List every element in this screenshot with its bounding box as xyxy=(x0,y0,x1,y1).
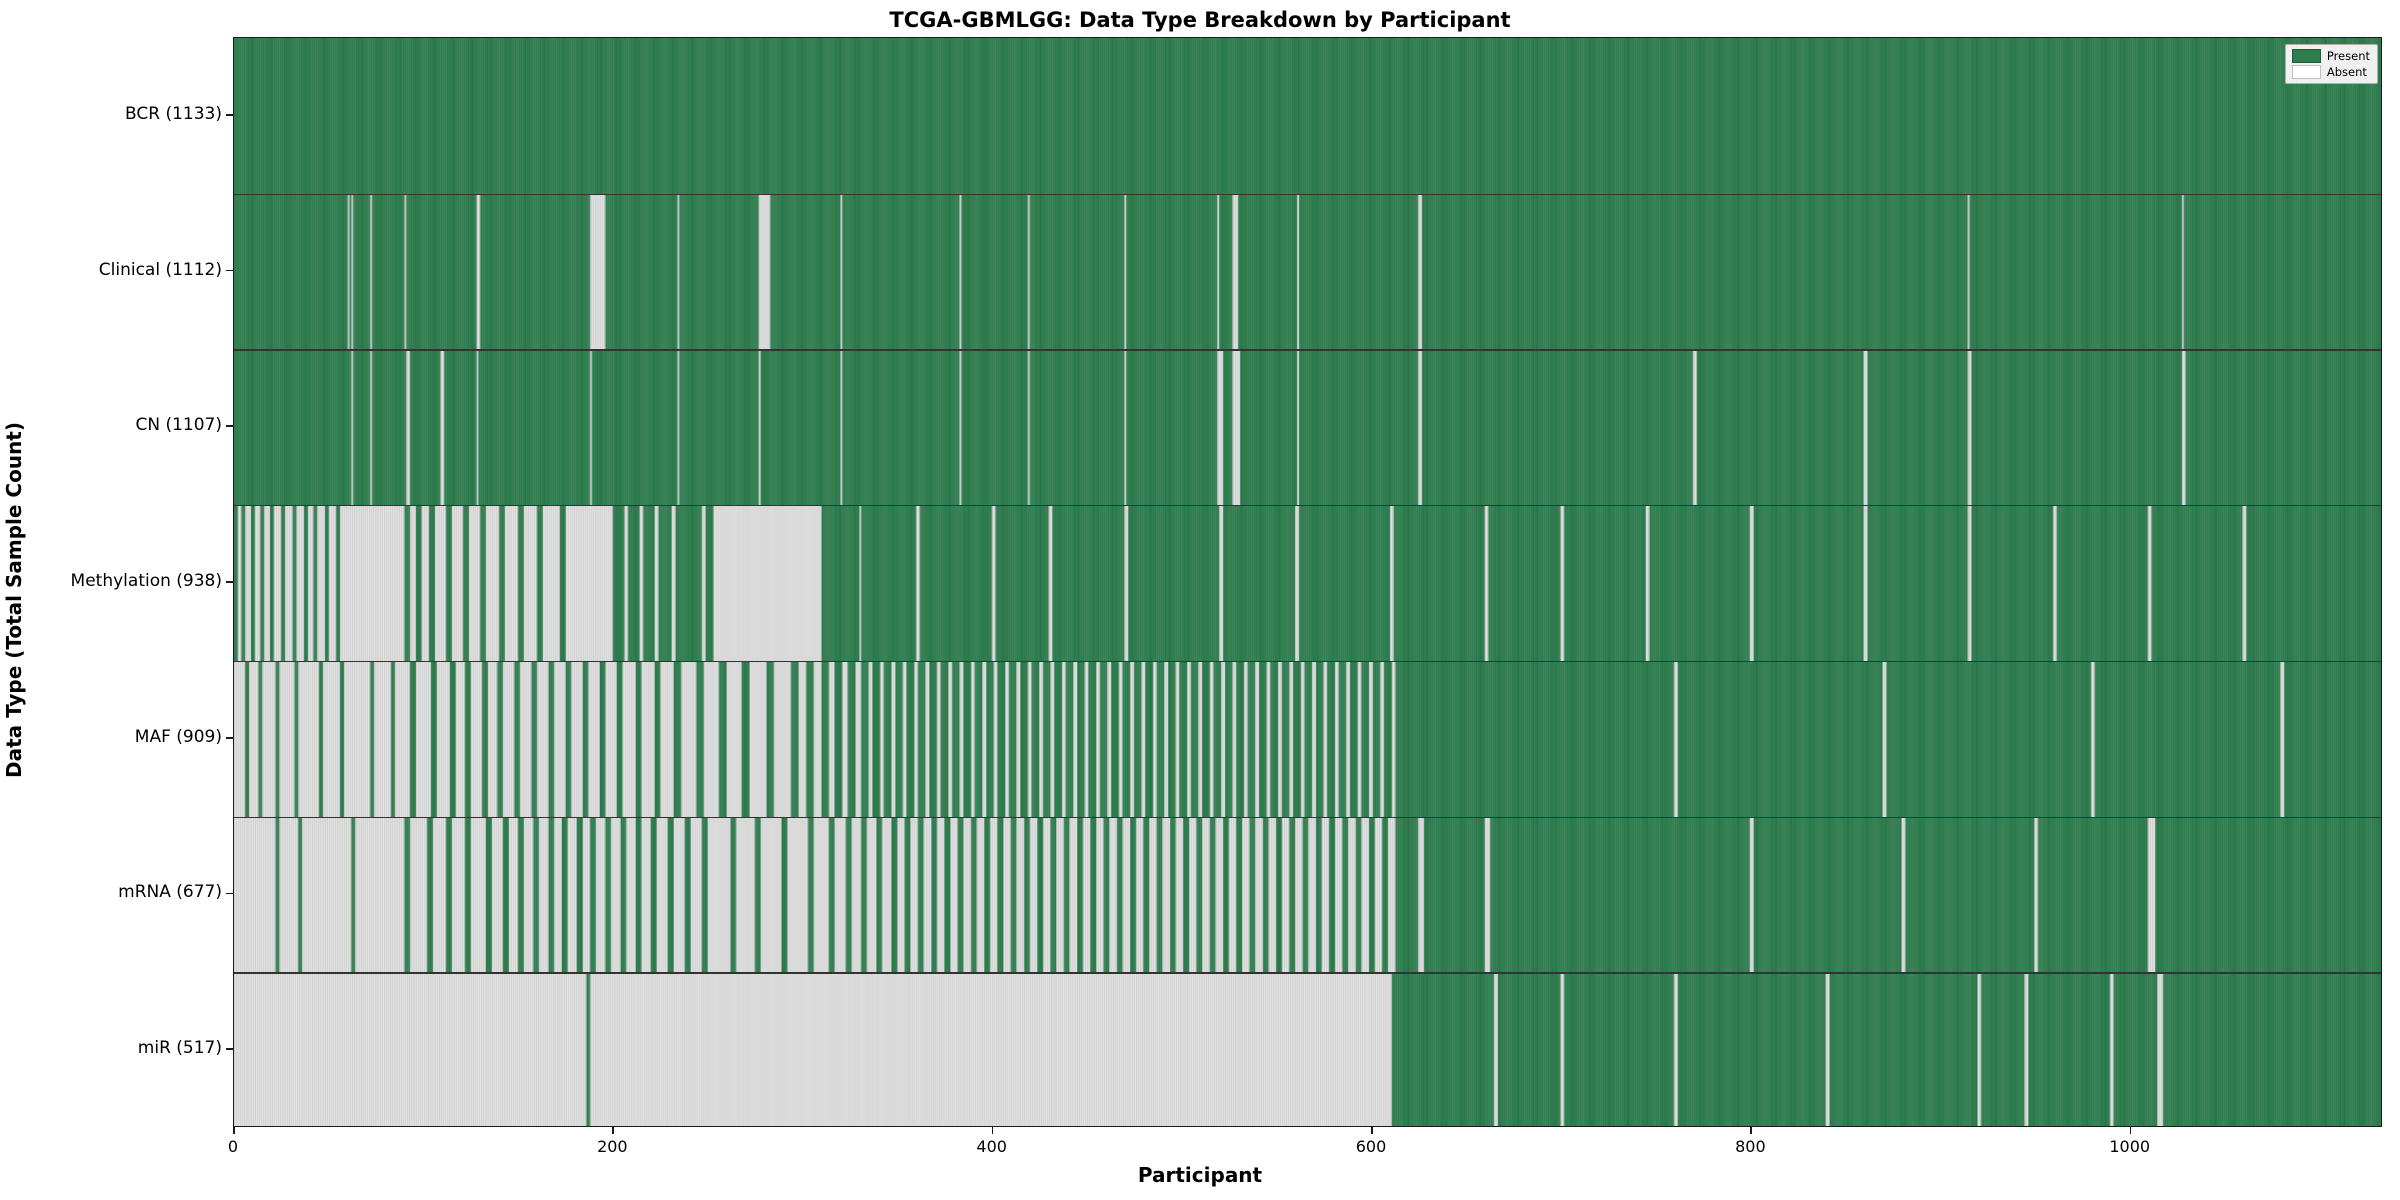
y-tick-label-clinical: Clinical (1112) xyxy=(98,259,222,280)
heatmap-row-bcr[interactable] xyxy=(234,38,2381,194)
heatmap-row-maf[interactable] xyxy=(234,660,2381,817)
heatmap-row-canvas xyxy=(234,816,2381,973)
heatmap-row-canvas xyxy=(234,349,2381,506)
legend-swatch-icon xyxy=(2291,49,2321,63)
heatmap-row-divider xyxy=(234,349,2381,351)
heatmap-row-canvas xyxy=(234,193,2381,350)
heatmap-row-canvas xyxy=(234,972,2381,1126)
x-tick-label: 600 xyxy=(1355,1137,1387,1156)
y-tick-label-mir: miR (517) xyxy=(137,1038,222,1059)
legend-item-present[interactable]: Present xyxy=(2291,49,2370,63)
heatmap-row-divider xyxy=(234,972,2381,974)
heatmap-row-cn[interactable] xyxy=(234,349,2381,506)
heatmap-row-divider xyxy=(234,660,2381,663)
heatmap-row-canvas xyxy=(234,505,2381,661)
legend-label: Present xyxy=(2326,49,2370,63)
x-tick-label: 800 xyxy=(1735,1137,1766,1156)
page-title: TCGA-GBMLGG: Data Type Breakdown by Part… xyxy=(889,8,1511,32)
y-tick-mark xyxy=(226,269,233,272)
x-tick-label: 200 xyxy=(597,1137,628,1156)
x-tick-mark xyxy=(2129,1127,2132,1134)
y-tick-mark xyxy=(226,892,233,895)
heatmap-row-divider xyxy=(234,193,2381,195)
x-tick-mark xyxy=(991,1127,994,1134)
x-tick-label: 1000 xyxy=(2109,1137,2151,1156)
y-tick-label-cn: CN (1107) xyxy=(135,415,222,436)
legend-label: Absent xyxy=(2326,65,2367,79)
y-tick-label-maf: MAF (909) xyxy=(134,726,222,747)
legend-swatch-icon xyxy=(2291,65,2321,79)
heatmap-row-clinical[interactable] xyxy=(234,193,2381,350)
y-tick-label-mrna: mRNA (677) xyxy=(118,882,222,903)
y-tick-mark xyxy=(226,736,233,739)
heatmap-row-mrna[interactable] xyxy=(234,816,2381,973)
chart-legend[interactable]: Present Absent xyxy=(2284,44,2378,84)
x-tick-mark xyxy=(1371,1127,1373,1134)
y-tick-label-methylation: Methylation (938) xyxy=(70,571,222,591)
legend-item-absent[interactable]: Absent xyxy=(2291,65,2370,79)
heatmap-row-divider xyxy=(234,505,2381,507)
y-tick-mark xyxy=(226,114,233,116)
x-tick-label: 0 xyxy=(227,1137,239,1156)
y-tick-mark xyxy=(226,425,233,428)
x-tick-mark xyxy=(1750,1127,1752,1134)
heatmap-row-methylation[interactable] xyxy=(234,505,2381,661)
x-tick-label: 400 xyxy=(976,1137,1007,1156)
y-tick-mark xyxy=(226,1048,233,1050)
heatmap-plot-area[interactable] xyxy=(233,37,2382,1127)
x-axis-label: Participant xyxy=(1137,1163,1263,1187)
y-axis-label: Data Type (Total Sample Count) xyxy=(2,421,26,779)
y-tick-label-bcr: BCR (1133) xyxy=(125,103,222,124)
heatmap-row-divider xyxy=(234,816,2381,818)
heatmap-row-canvas xyxy=(234,660,2381,817)
heatmap-row-canvas xyxy=(234,38,2381,194)
y-tick-mark xyxy=(226,581,233,583)
heatmap-row-mir[interactable] xyxy=(234,972,2381,1126)
x-tick-mark xyxy=(233,1127,235,1134)
x-tick-mark xyxy=(612,1127,614,1134)
